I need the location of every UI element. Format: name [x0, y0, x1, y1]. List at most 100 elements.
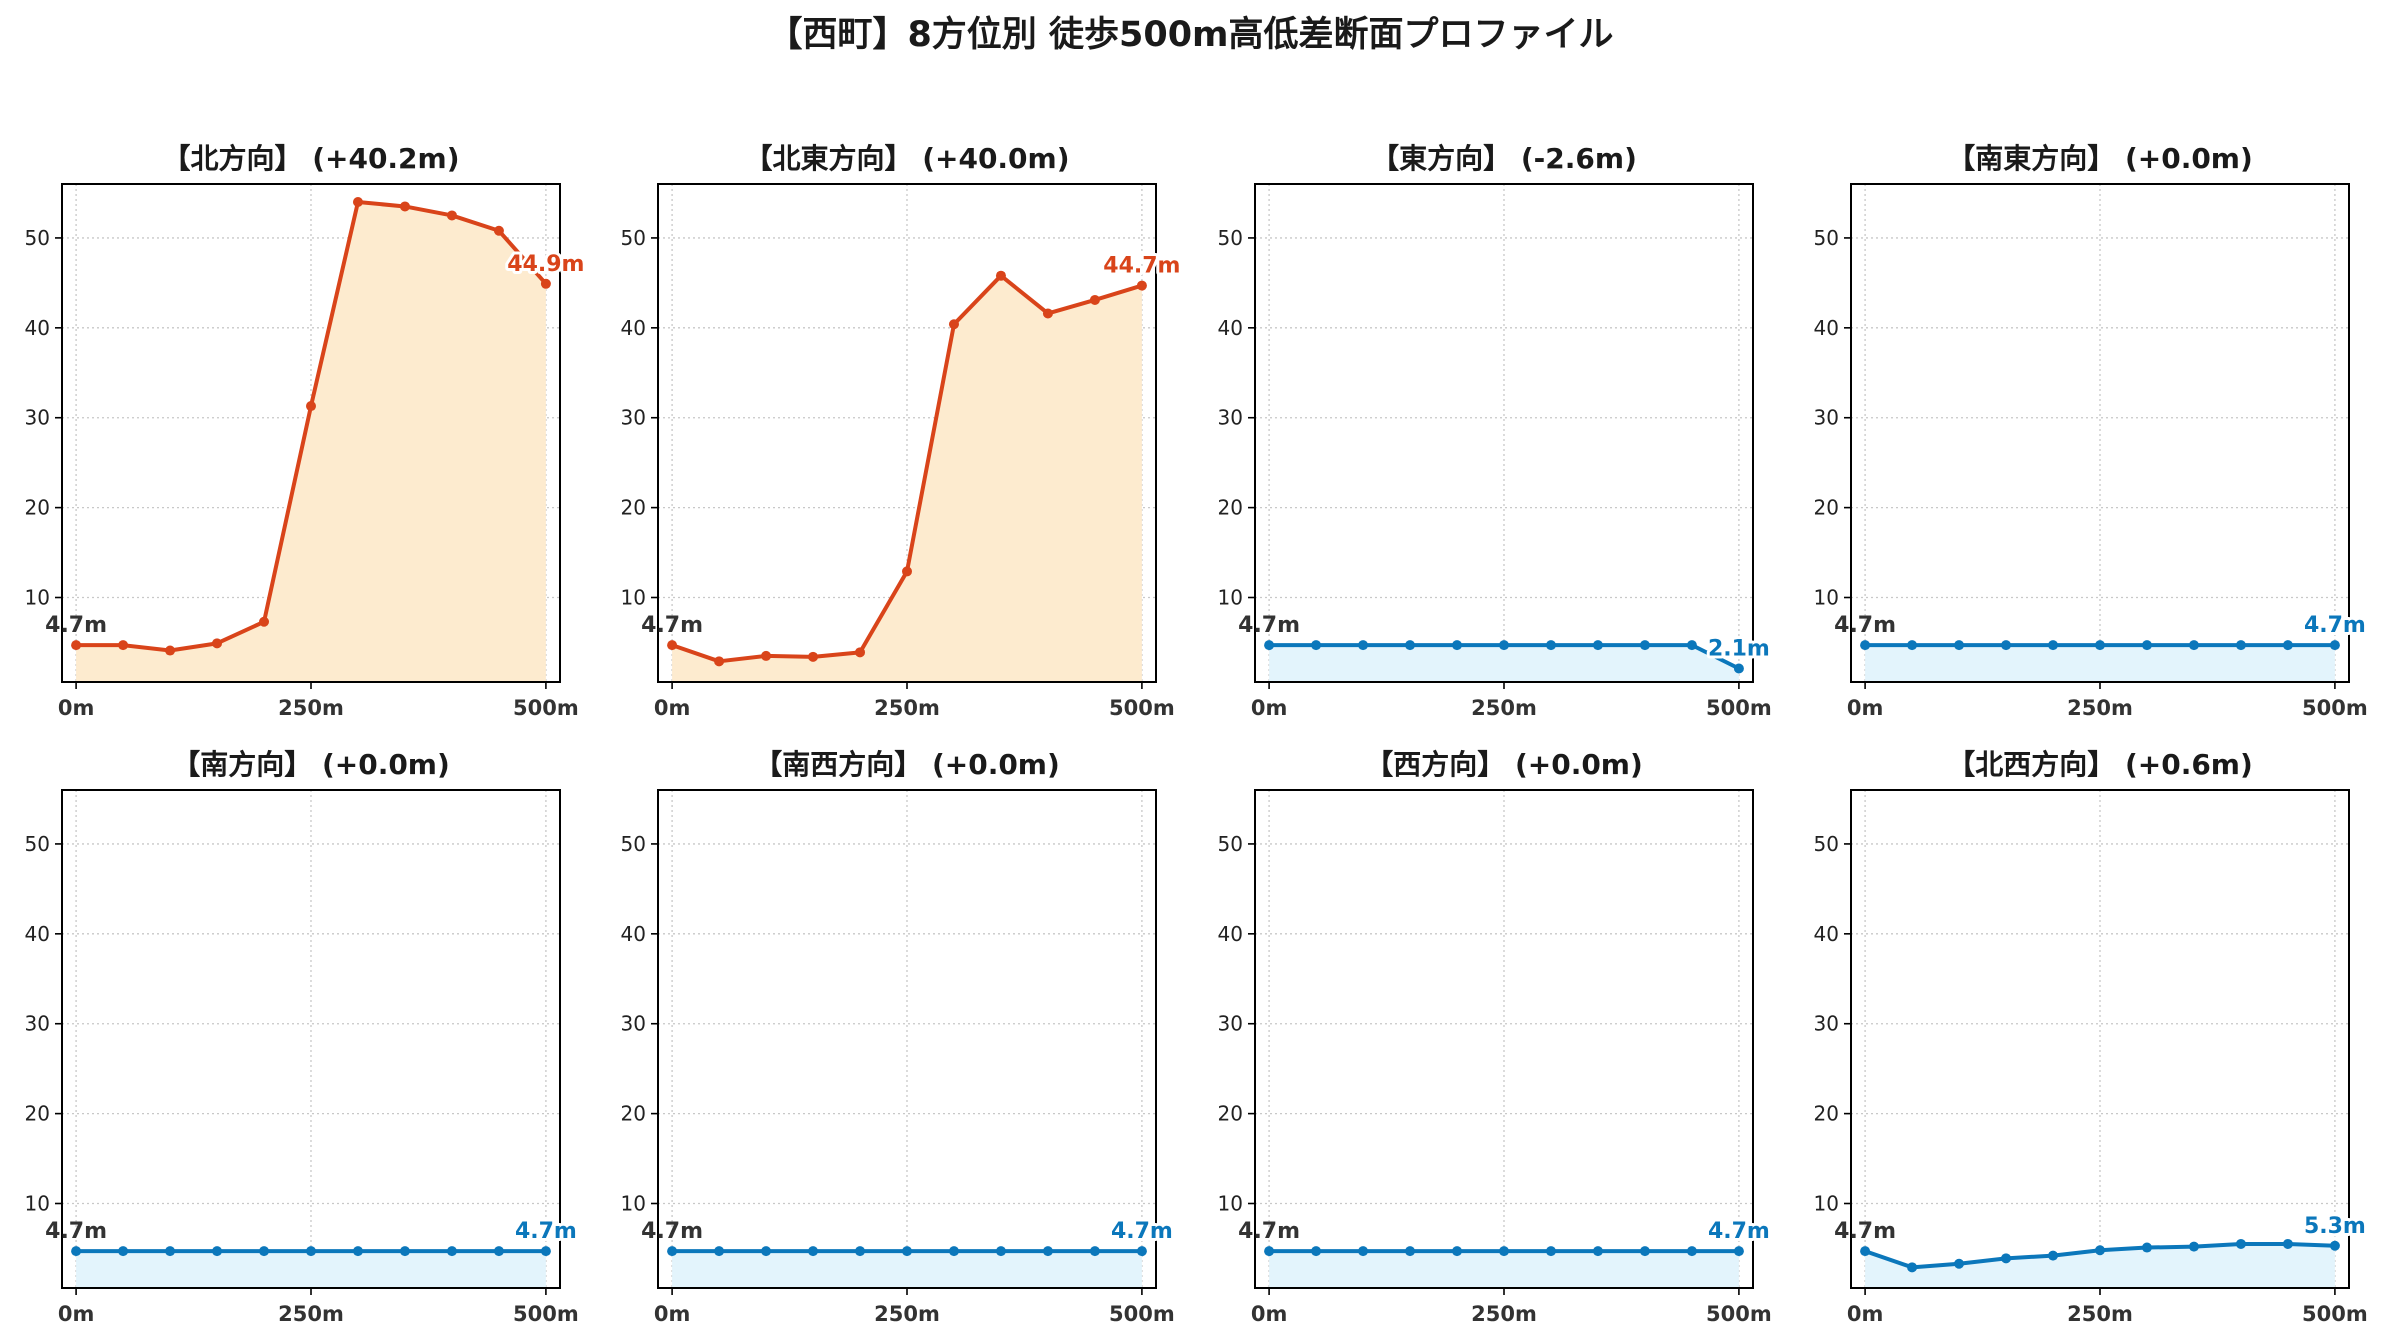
- start-elevation-label: 4.7m: [45, 1219, 107, 1244]
- x-tick-label: 500m: [2302, 696, 2368, 720]
- axes-frame: [1850, 789, 2350, 1289]
- x-tick-label: 0m: [1251, 1302, 1288, 1326]
- panel-title: 【南西方向】 (+0.0m): [754, 748, 1060, 781]
- x-tick-label: 500m: [513, 1302, 579, 1326]
- data-point: [1089, 294, 1100, 305]
- data-point: [540, 1246, 551, 1257]
- data-point: [995, 1246, 1006, 1257]
- y-tick-label: 40: [621, 316, 646, 340]
- data-point: [1733, 1246, 1744, 1257]
- x-tick-label: 500m: [1706, 1302, 1772, 1326]
- y-tick-label: 10: [1218, 586, 1243, 610]
- y-tick-label: 30: [1814, 1012, 1839, 1036]
- data-point: [1954, 1258, 1965, 1269]
- data-point: [446, 1246, 457, 1257]
- y-tick-label: 20: [25, 496, 50, 520]
- elevation-area: [1269, 645, 1739, 682]
- data-point: [306, 1246, 316, 1257]
- y-tick-label: 20: [1814, 496, 1839, 520]
- data-point: [761, 1246, 772, 1257]
- data-point: [493, 225, 504, 236]
- data-point: [995, 270, 1006, 281]
- data-point: [761, 650, 772, 661]
- elevation-area: [1269, 1251, 1739, 1288]
- data-point: [1907, 640, 1918, 651]
- axes-frame: [61, 789, 561, 1289]
- data-point: [2048, 1250, 2059, 1261]
- x-tick-label: 0m: [58, 696, 95, 720]
- x-tick-label: 500m: [1109, 696, 1175, 720]
- x-tick-label: 250m: [2067, 696, 2133, 720]
- data-point: [118, 1246, 129, 1257]
- data-point: [212, 1246, 223, 1257]
- end-elevation-label: 44.9m: [507, 252, 584, 277]
- data-point: [2282, 640, 2293, 651]
- data-point: [667, 1246, 678, 1257]
- y-tick-label: 30: [25, 406, 50, 430]
- x-tick-label: 500m: [2302, 1302, 2368, 1326]
- panel-title: 【南方向】 (+0.0m): [172, 748, 450, 781]
- axes-frame: [1254, 789, 1754, 1289]
- y-tick-label: 10: [1814, 1192, 1839, 1216]
- data-point: [1860, 640, 1871, 651]
- y-tick-label: 10: [621, 1192, 646, 1216]
- data-point: [1686, 640, 1697, 651]
- figure-title: 【西町】8方位別 徒歩500m高低差断面プロファイル: [767, 15, 1614, 55]
- data-point: [2001, 640, 2012, 651]
- data-point: [2282, 1238, 2293, 1249]
- y-tick-label: 10: [25, 1192, 50, 1216]
- y-tick-label: 30: [25, 1012, 50, 1036]
- data-point: [2329, 640, 2340, 651]
- x-tick-label: 500m: [1109, 1302, 1175, 1326]
- data-point: [855, 1246, 866, 1257]
- x-tick-label: 250m: [874, 1302, 940, 1326]
- data-point: [2095, 1245, 2105, 1256]
- y-tick-label: 10: [25, 586, 50, 610]
- y-tick-label: 20: [1814, 1102, 1839, 1126]
- data-point: [259, 1246, 270, 1257]
- y-tick-label: 20: [621, 496, 646, 520]
- y-tick-label: 30: [1218, 406, 1243, 430]
- data-point: [259, 616, 270, 627]
- data-point: [399, 201, 410, 212]
- y-tick-label: 10: [1814, 586, 1839, 610]
- data-point: [2001, 1253, 2012, 1264]
- y-tick-label: 40: [1218, 922, 1243, 946]
- y-tick-label: 50: [1814, 832, 1839, 856]
- start-elevation-label: 4.7m: [1834, 613, 1896, 638]
- x-tick-label: 250m: [278, 1302, 344, 1326]
- y-tick-label: 40: [1814, 316, 1839, 340]
- data-point: [71, 1246, 82, 1257]
- elevation-area: [672, 1251, 1142, 1288]
- data-point: [2235, 640, 2246, 651]
- end-elevation-label: 5.3m: [2304, 1214, 2366, 1239]
- data-point: [1264, 1246, 1275, 1257]
- data-point: [493, 1246, 504, 1257]
- y-tick-label: 30: [1218, 1012, 1243, 1036]
- start-elevation-label: 4.7m: [641, 613, 703, 638]
- data-point: [2141, 640, 2152, 651]
- x-tick-label: 250m: [2067, 1302, 2133, 1326]
- x-tick-label: 0m: [654, 696, 691, 720]
- data-point: [1499, 640, 1509, 651]
- data-point: [1860, 1246, 1871, 1257]
- start-elevation-label: 4.7m: [1834, 1219, 1896, 1244]
- panel-title: 【西方向】 (+0.0m): [1365, 748, 1643, 781]
- data-point: [1311, 1246, 1322, 1257]
- elevation-area: [672, 275, 1142, 682]
- x-tick-label: 250m: [1471, 696, 1537, 720]
- data-point: [948, 1246, 959, 1257]
- x-tick-label: 0m: [1847, 696, 1884, 720]
- elevation-area: [76, 201, 546, 682]
- data-point: [1686, 1246, 1697, 1257]
- x-tick-label: 0m: [1847, 1302, 1884, 1326]
- data-point: [1042, 308, 1053, 319]
- y-tick-label: 50: [25, 832, 50, 856]
- panel-title: 【北方向】 (+40.2m): [162, 142, 459, 175]
- y-tick-label: 10: [1218, 1192, 1243, 1216]
- x-tick-label: 0m: [1251, 696, 1288, 720]
